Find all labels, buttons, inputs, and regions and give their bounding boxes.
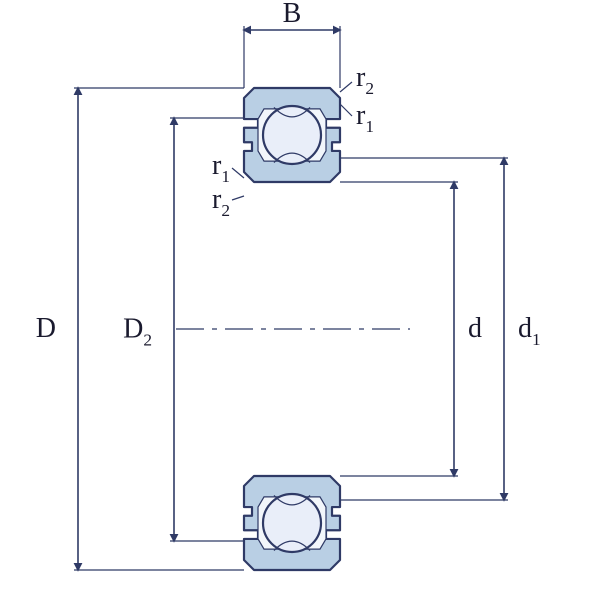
bearing-diagram: BDD2dd1r2r1r1r2 bbox=[0, 0, 600, 600]
svg-text:D2: D2 bbox=[123, 314, 152, 350]
svg-text:r2: r2 bbox=[212, 184, 230, 220]
svg-text:D: D bbox=[36, 313, 56, 344]
diagram-canvas: BDD2dd1r2r1r1r2 bbox=[0, 0, 600, 600]
svg-text:B: B bbox=[283, 0, 302, 29]
svg-text:d: d bbox=[468, 313, 482, 344]
svg-text:r2: r2 bbox=[356, 62, 374, 98]
svg-text:r1: r1 bbox=[212, 150, 230, 186]
svg-text:r1: r1 bbox=[356, 100, 374, 136]
svg-text:d1: d1 bbox=[518, 313, 541, 349]
